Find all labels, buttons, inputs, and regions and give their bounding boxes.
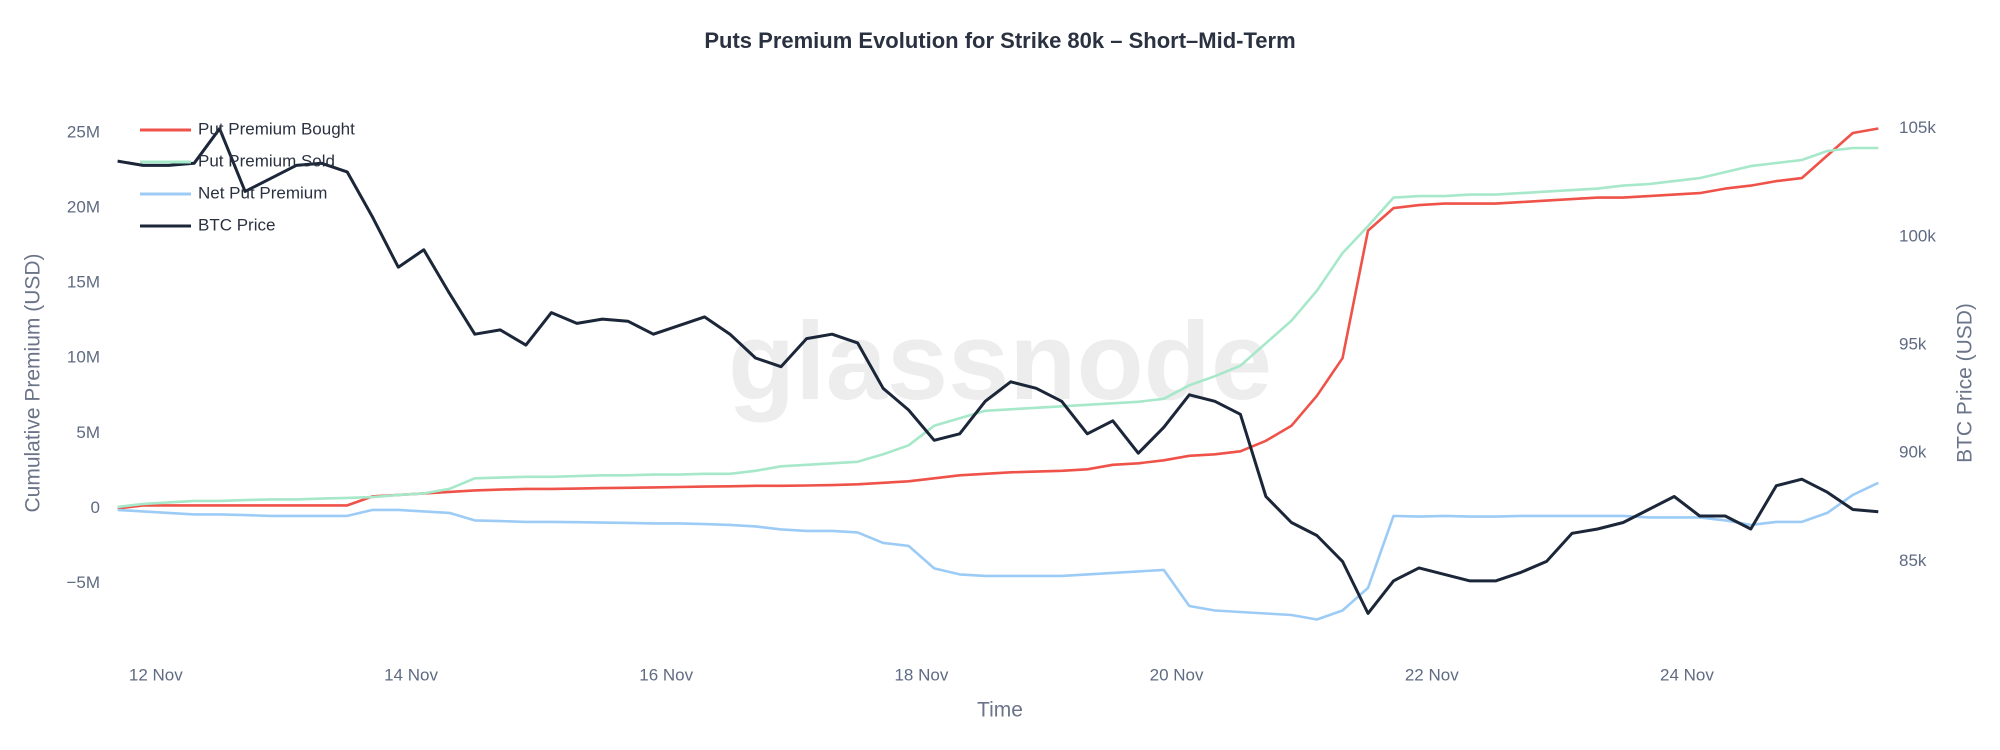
y2-tick-label: 100k xyxy=(1899,226,1936,245)
series-line xyxy=(117,481,1879,621)
x-tick-label: 14 Nov xyxy=(384,665,438,684)
y2-tick-label: 90k xyxy=(1899,443,1927,462)
legend-label: Net Put Premium xyxy=(198,183,327,202)
x-tick-label: 22 Nov xyxy=(1405,665,1459,684)
y-tick-label: 10M xyxy=(67,348,100,367)
x-tick-label: 16 Nov xyxy=(639,665,693,684)
legend-label: Put Premium Sold xyxy=(198,151,335,170)
y-tick-label: 0 xyxy=(91,498,100,517)
legend-label: Put Premium Bought xyxy=(198,119,355,138)
y-tick-label: −5M xyxy=(66,573,100,592)
legend-label: BTC Price xyxy=(198,215,275,234)
y2-tick-label: 95k xyxy=(1899,335,1927,354)
x-axis-title: Time xyxy=(977,699,1023,722)
y-axis-title: Cumulative Premium (USD) xyxy=(22,253,45,512)
x-tick-label: 12 Nov xyxy=(129,665,183,684)
chart-title: Puts Premium Evolution for Strike 80k – … xyxy=(704,28,1295,53)
series-line xyxy=(117,146,1879,509)
watermark: glassnode xyxy=(728,300,1272,423)
y-tick-label: 15M xyxy=(67,273,100,292)
y-tick-label: 25M xyxy=(67,123,100,142)
x-tick-label: 18 Nov xyxy=(894,665,948,684)
y2-axis-title: BTC Price (USD) xyxy=(1954,303,1977,463)
x-tick-label: 20 Nov xyxy=(1150,665,1204,684)
series-line xyxy=(117,127,1879,615)
y-tick-label: 20M xyxy=(67,198,100,217)
y-tick-label: 5M xyxy=(76,423,100,442)
y2-tick-label: 85k xyxy=(1899,551,1927,570)
y2-tick-label: 105k xyxy=(1899,118,1936,137)
x-tick-label: 24 Nov xyxy=(1660,665,1714,684)
